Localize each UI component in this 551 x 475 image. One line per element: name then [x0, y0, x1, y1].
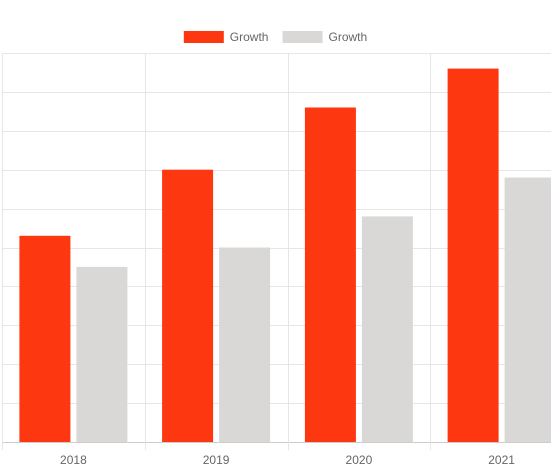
x-tick-label: 2020	[346, 453, 373, 467]
bar-2020-series-2[interactable]	[361, 216, 413, 442]
bar-2018-series-1[interactable]	[19, 235, 71, 442]
legend-label-series-2[interactable]: Growth	[329, 30, 368, 44]
x-axis: 2018 2019 2020 2021	[60, 453, 515, 467]
bar-2018-series-2[interactable]	[76, 266, 128, 442]
x-tick-label: 2018	[60, 453, 87, 467]
legend: Growth Growth	[183, 30, 368, 44]
grid-layer	[2, 53, 551, 450]
x-tick-label: 2019	[203, 453, 230, 467]
bars-layer	[19, 68, 551, 443]
bar-2021-series-2[interactable]	[504, 177, 551, 443]
bar-2021-series-1[interactable]	[447, 68, 499, 442]
bar-2019-series-2[interactable]	[219, 247, 271, 443]
bar-2020-series-1[interactable]	[304, 107, 356, 443]
legend-label-series-1[interactable]: Growth	[230, 30, 269, 44]
x-tick-label: 2021	[488, 453, 515, 467]
legend-swatch-series-2[interactable]	[282, 31, 323, 43]
legend-swatch-series-1[interactable]	[183, 31, 224, 43]
bar-2019-series-1[interactable]	[162, 169, 214, 442]
